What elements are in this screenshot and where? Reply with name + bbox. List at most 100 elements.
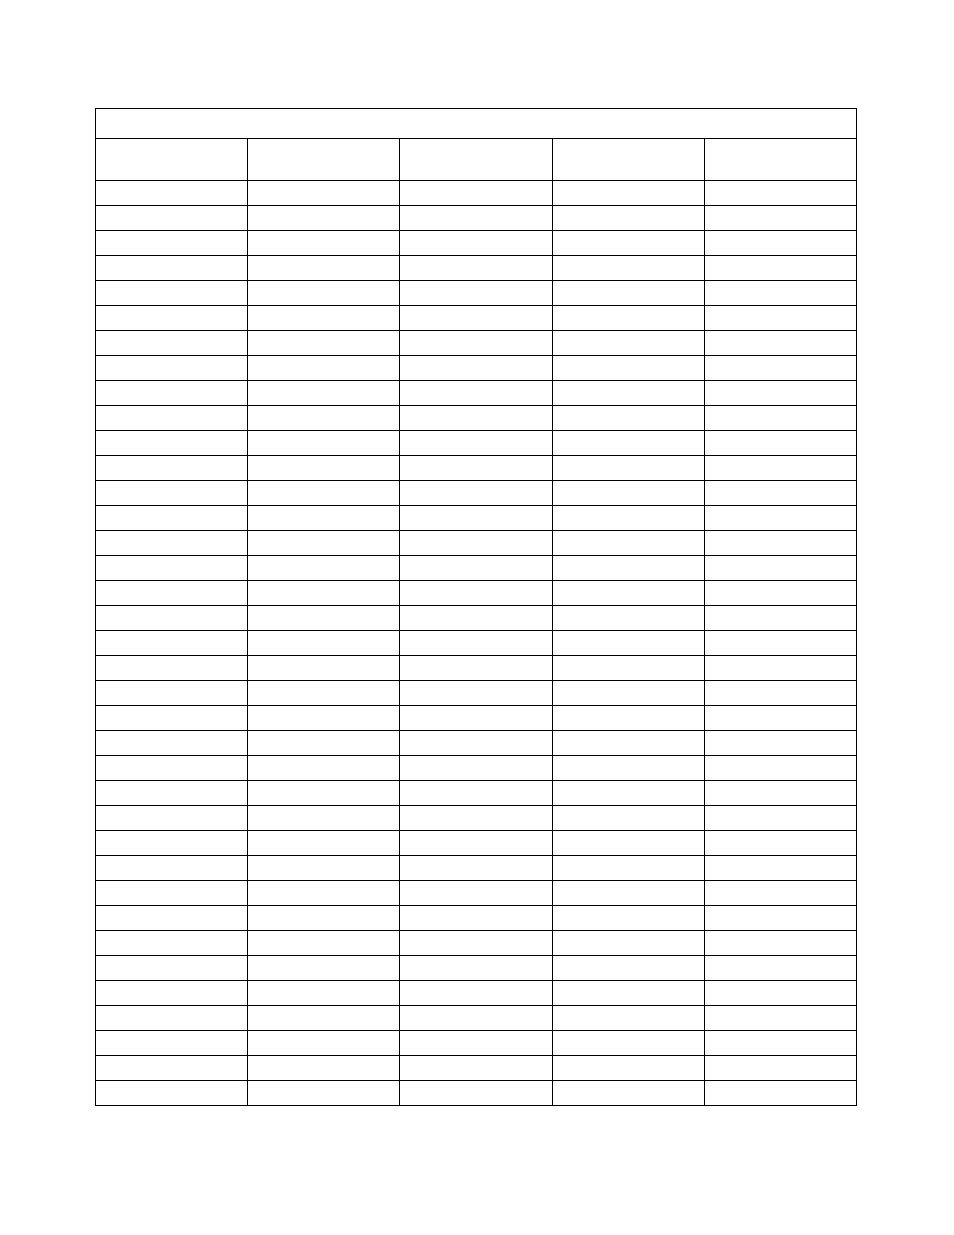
table-row <box>96 1031 857 1056</box>
table-row <box>96 206 857 231</box>
table-cell <box>248 1056 400 1081</box>
table-cell <box>96 756 248 781</box>
table-cell <box>248 606 400 631</box>
table-cell <box>400 731 552 756</box>
table-cell <box>96 306 248 331</box>
table-row <box>96 431 857 456</box>
table-cell <box>704 181 856 206</box>
table-header-row <box>96 139 857 181</box>
table-cell <box>704 681 856 706</box>
table-cell <box>552 706 704 731</box>
table-row <box>96 181 857 206</box>
table-cell <box>400 606 552 631</box>
table-cell <box>400 581 552 606</box>
table-row <box>96 756 857 781</box>
table-cell <box>552 1006 704 1031</box>
table-cell <box>704 206 856 231</box>
table-cell <box>400 831 552 856</box>
table-cell <box>704 906 856 931</box>
table-cell <box>704 356 856 381</box>
table-row <box>96 706 857 731</box>
table-cell <box>704 631 856 656</box>
table-row <box>96 356 857 381</box>
table-cell <box>96 356 248 381</box>
table-cell <box>704 706 856 731</box>
table-cell <box>96 806 248 831</box>
table-cell <box>248 531 400 556</box>
table-row <box>96 381 857 406</box>
table-cell <box>704 481 856 506</box>
table-cell <box>704 1031 856 1056</box>
table-cell <box>248 981 400 1006</box>
table-row <box>96 906 857 931</box>
table-header-cell <box>704 139 856 181</box>
table-cell <box>704 956 856 981</box>
table-cell <box>704 1006 856 1031</box>
table-cell <box>96 606 248 631</box>
table-cell <box>96 681 248 706</box>
table-header-cell <box>552 139 704 181</box>
table-cell <box>400 956 552 981</box>
table-row <box>96 331 857 356</box>
table-cell <box>400 881 552 906</box>
table-cell <box>400 231 552 256</box>
table-row <box>96 1006 857 1031</box>
table-cell <box>248 706 400 731</box>
table-cell <box>704 331 856 356</box>
table-cell <box>552 356 704 381</box>
table-cell <box>248 731 400 756</box>
table-cell <box>704 931 856 956</box>
table-row <box>96 881 857 906</box>
table-cell <box>248 656 400 681</box>
table-cell <box>552 931 704 956</box>
table-cell <box>552 181 704 206</box>
table-cell <box>248 181 400 206</box>
table-cell <box>248 406 400 431</box>
table-row <box>96 1081 857 1106</box>
table-cell <box>552 981 704 1006</box>
table-cell <box>400 981 552 1006</box>
table-cell <box>400 1006 552 1031</box>
table-cell <box>96 631 248 656</box>
table-cell <box>96 206 248 231</box>
table-row <box>96 731 857 756</box>
table-cell <box>96 456 248 481</box>
table-title-cell <box>96 109 857 139</box>
table-cell <box>248 831 400 856</box>
table-cell <box>552 431 704 456</box>
table-cell <box>96 956 248 981</box>
table-cell <box>400 1031 552 1056</box>
table-cell <box>552 806 704 831</box>
table-cell <box>400 456 552 481</box>
table-cell <box>552 556 704 581</box>
table-cell <box>704 531 856 556</box>
table-container <box>95 108 857 1106</box>
table-cell <box>552 606 704 631</box>
table-row <box>96 231 857 256</box>
table-cell <box>248 881 400 906</box>
table-cell <box>400 931 552 956</box>
table-cell <box>704 406 856 431</box>
table-row <box>96 856 857 881</box>
table-cell <box>96 431 248 456</box>
table-cell <box>248 206 400 231</box>
table-cell <box>400 631 552 656</box>
table-row <box>96 456 857 481</box>
blank-table <box>95 108 857 1106</box>
table-row <box>96 481 857 506</box>
table-cell <box>96 506 248 531</box>
table-cell <box>400 1081 552 1106</box>
table-cell <box>248 506 400 531</box>
table-row <box>96 931 857 956</box>
table-cell <box>704 806 856 831</box>
table-row <box>96 656 857 681</box>
table-cell <box>400 206 552 231</box>
table-cell <box>96 381 248 406</box>
table-cell <box>400 481 552 506</box>
table-cell <box>400 306 552 331</box>
table-cell <box>704 881 856 906</box>
table-cell <box>552 456 704 481</box>
table-cell <box>96 281 248 306</box>
table-cell <box>704 756 856 781</box>
table-cell <box>552 881 704 906</box>
